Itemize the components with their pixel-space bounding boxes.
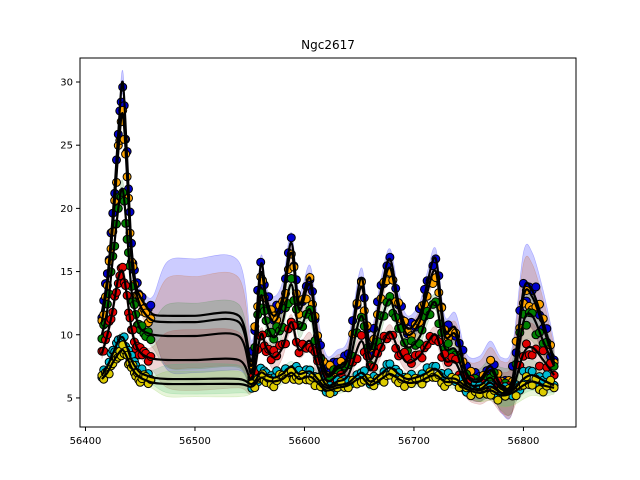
model-line-1	[100, 112, 556, 392]
data-point	[146, 300, 156, 310]
data-point	[286, 233, 296, 243]
x-axis: 56400 56500 56600 56700 56800	[70, 427, 540, 447]
y-tick-label: 20	[60, 204, 73, 215]
data-point	[486, 355, 496, 365]
data-point	[443, 339, 453, 348]
x-tick-label: 56700	[398, 436, 430, 447]
chart-title: Ngc2617	[301, 38, 355, 52]
model-line-4	[100, 335, 555, 395]
data-point	[146, 335, 156, 345]
y-axis: 5 10 15 20 25 30	[60, 78, 80, 404]
y-tick-label: 25	[60, 141, 73, 152]
data-point	[493, 395, 503, 405]
model-line-2	[100, 187, 556, 393]
data-point	[356, 330, 366, 340]
data-point	[531, 282, 541, 292]
x-tick-label: 56500	[179, 436, 211, 447]
model-line-5	[101, 348, 555, 397]
model-lines	[100, 80, 556, 397]
x-tick-label: 56400	[70, 436, 102, 447]
x-tick-label: 56600	[289, 436, 321, 447]
plot-frame	[79, 57, 577, 428]
y-tick-label: 15	[60, 267, 73, 278]
y-tick-label: 30	[60, 78, 73, 89]
data-point	[535, 361, 544, 371]
x-tick-label: 56800	[508, 436, 540, 447]
y-tick-label: 10	[60, 330, 73, 341]
y-tick-label: 5	[67, 393, 73, 404]
